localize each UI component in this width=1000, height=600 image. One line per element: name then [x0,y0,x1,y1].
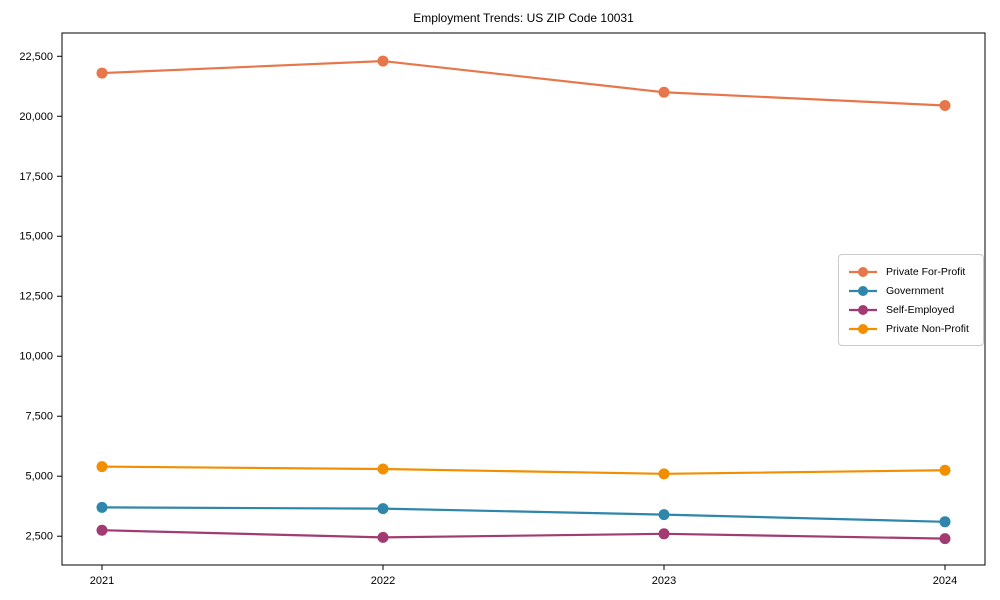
data-point-marker [96,67,108,79]
legend-marker-icon [849,285,877,296]
legend-marker-icon [849,304,877,315]
data-point-marker [658,509,670,521]
data-point-marker [96,524,108,536]
y-tick-label: 17,500 [19,171,53,183]
y-tick-label: 22,500 [19,51,53,63]
series-line-private-for-profit [100,59,947,107]
legend-item-private-non-profit: Private Non-Profit [848,319,974,338]
data-point-marker [377,55,389,67]
legend-item-self-employed: Self-Employed [848,300,974,319]
y-tick-label: 7,500 [25,411,53,423]
y-tick-label: 5,000 [25,471,53,483]
legend-item-private-for-profit: Private For-Profit [848,262,974,281]
data-point-marker [939,99,951,111]
data-point-marker [377,503,389,515]
y-tick-label: 2,500 [25,531,53,543]
x-tick-label: 2022 [371,575,395,587]
data-point-marker [658,468,670,480]
data-point-marker [96,501,108,513]
legend-marker-icon [849,266,877,277]
data-point-marker [939,516,951,528]
y-tick-label: 15,000 [19,231,53,243]
legend-label: Government [886,284,944,297]
chart-title: Employment Trends: US ZIP Code 10031 [413,11,634,25]
data-point-marker [96,461,108,473]
y-tick-label: 10,000 [19,351,53,363]
series-line-government [100,506,947,523]
legend-label: Self-Employed [886,303,955,316]
legend-label: Private Non-Profit [886,322,969,335]
legend-item-government: Government [848,281,974,300]
x-tick-label: 2024 [933,575,957,587]
data-point-marker [658,86,670,98]
y-tick-label: 20,000 [19,111,53,123]
data-point-marker [939,533,951,545]
legend-label: Private For-Profit [886,265,966,278]
legend: Private For-Profit Government Self-Employe… [838,254,984,346]
y-tick-label: 12,500 [19,291,53,303]
data-point-marker [377,531,389,543]
axes-box [61,32,986,566]
x-tick-label: 2023 [652,575,676,587]
data-point-marker [658,528,670,540]
series-line-self-employed [100,529,947,540]
legend-marker-icon [849,323,877,334]
data-point-marker [377,463,389,475]
x-tick-label: 2021 [90,575,114,587]
data-point-marker [939,464,951,476]
series-line-private-non-profit [100,465,947,475]
